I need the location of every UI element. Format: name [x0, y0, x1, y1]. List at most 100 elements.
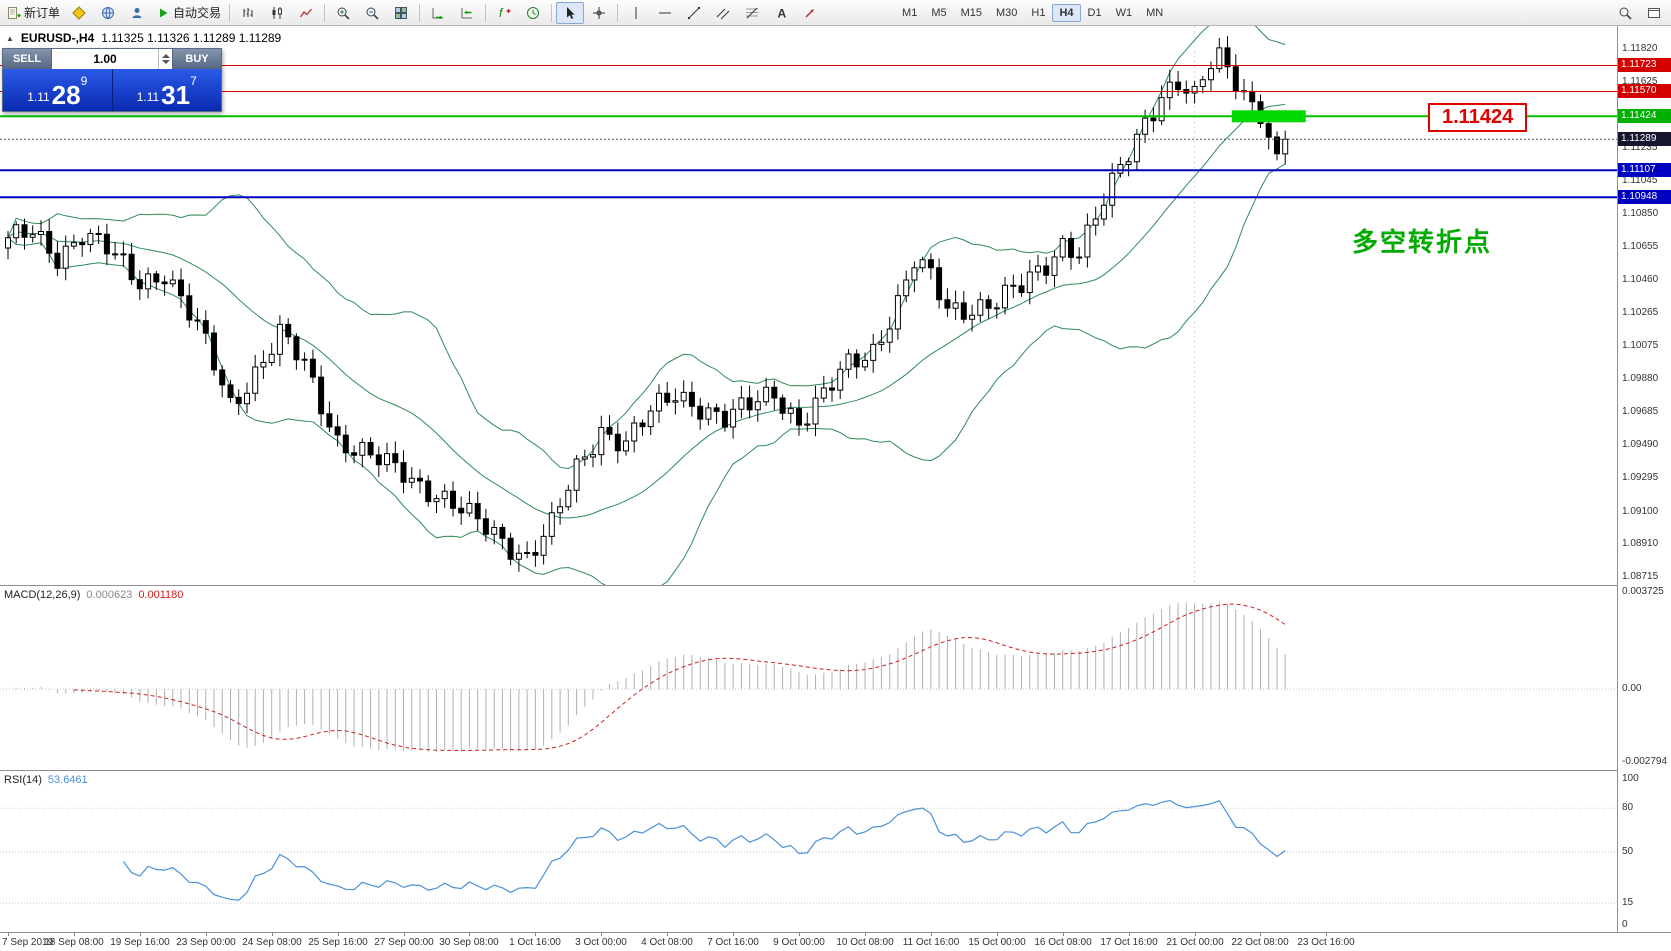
periods-button[interactable]: [519, 2, 547, 24]
horizontal-line-button[interactable]: [651, 2, 679, 24]
text-tool-icon: A: [774, 6, 788, 20]
spinner-down-icon[interactable]: [161, 60, 170, 64]
timeframe-toolbar: M1 M5 M15 M30 H1 H4 D1 W1 MN: [895, 3, 1170, 22]
symbol-info: ▲ EURUSD-,H4 1.11325 1.11326 1.11289 1.1…: [6, 31, 281, 45]
autotrading-label: 自动交易: [173, 6, 222, 20]
spinner-up-icon[interactable]: [161, 54, 170, 58]
macd-axis-label: 0.00: [1622, 683, 1642, 694]
auto-scroll-icon: [431, 6, 445, 20]
volume-input[interactable]: 1.00: [51, 49, 173, 69]
timeframe-w1[interactable]: W1: [1115, 6, 1133, 19]
bid-pips: 28: [51, 80, 81, 110]
line-chart-button[interactable]: [292, 2, 320, 24]
timeframe-mn[interactable]: MN: [1146, 6, 1164, 19]
market-watch-button[interactable]: [94, 2, 122, 24]
time-axis-tick: [272, 933, 273, 936]
arrow-tool-button[interactable]: [796, 2, 824, 24]
macd-label: MACD(12,26,9) 0.000623 0.001180: [4, 589, 183, 601]
tile-windows-button[interactable]: [387, 2, 415, 24]
highlight-rectangle[interactable]: [1231, 110, 1306, 123]
price-axis-label: 1.11820: [1622, 43, 1658, 54]
zoom-out-button[interactable]: [358, 2, 386, 24]
rsi-line: [122, 799, 1286, 901]
price-axis[interactable]: 1.11820 1.11625 1.11235 1.11045 1.10850 1.106…: [1617, 26, 1671, 932]
rsi-axis-label: 80: [1622, 802, 1634, 813]
time-axis-label: 24 Sep 08:00: [242, 937, 302, 948]
time-axis-tick: [733, 933, 734, 936]
time-axis-label: 15 Oct 00:00: [968, 937, 1026, 948]
rsi-panel: RSI(14) 53.6461: [0, 770, 1617, 932]
time-axis-label: 23 Sep 00:00: [176, 937, 236, 948]
channel-button[interactable]: [709, 2, 737, 24]
channel-icon: [716, 6, 730, 20]
rsi-axis-label: 100: [1622, 773, 1639, 784]
time-axis-label: 21 Oct 00:00: [1166, 937, 1224, 948]
text-tool-button[interactable]: A: [767, 2, 795, 24]
macd-canvas[interactable]: [0, 586, 1617, 770]
main-chart-canvas[interactable]: [0, 26, 1617, 585]
bar-chart-icon: [241, 6, 255, 20]
rsi-canvas[interactable]: [0, 771, 1617, 932]
price-axis-label: 1.11045: [1622, 175, 1658, 186]
tile-windows-icon: [394, 6, 408, 20]
new-order-button[interactable]: 新订单: [3, 2, 64, 24]
buy-price-button[interactable]: 1.11 31 7: [111, 69, 221, 111]
time-axis-label: 11 Oct 16:00: [902, 937, 960, 948]
price-badge: 1.11107: [1618, 163, 1671, 177]
trendline-button[interactable]: [680, 2, 708, 24]
timeframe-m1[interactable]: M1: [902, 6, 918, 19]
price-axis-label: 1.09880: [1622, 373, 1659, 384]
chart-region: ▲ EURUSD-,H4 1.11325 1.11326 1.11289 1.1…: [0, 26, 1671, 951]
toolbar-separator: [551, 3, 553, 22]
symbol-title: EURUSD-,H4: [20, 31, 95, 45]
zoom-out-icon: [365, 6, 379, 20]
timeframe-d1[interactable]: D1: [1087, 6, 1102, 19]
timeframe-m15[interactable]: M15: [960, 6, 982, 19]
time-axis-tick: [865, 933, 866, 936]
toolbar-separator: [419, 3, 421, 22]
time-axis-tick: [1063, 933, 1064, 936]
auto-scroll-button[interactable]: [424, 2, 452, 24]
metaeditor-button[interactable]: [65, 2, 93, 24]
metaeditor-icon: [72, 5, 86, 20]
crosshair-button[interactable]: [585, 2, 613, 24]
svg-text:A: A: [778, 6, 787, 20]
cursor-button[interactable]: [556, 1, 585, 24]
vertical-line-button[interactable]: [622, 2, 650, 24]
time-axis-tick: [469, 933, 470, 936]
indicators-button[interactable]: f: [490, 2, 518, 24]
autotrading-button[interactable]: 自动交易: [152, 2, 225, 24]
bar-chart-button[interactable]: [234, 2, 262, 24]
buy-button[interactable]: BUY: [173, 49, 221, 69]
sell-button[interactable]: SELL: [3, 49, 51, 69]
workspace-button[interactable]: [1640, 2, 1668, 24]
candlestick-chart-button[interactable]: [263, 2, 291, 24]
time-axis-label: 7 Sep 2019: [2, 937, 54, 948]
timeframe-m30[interactable]: M30: [996, 6, 1018, 19]
timeframe-m5[interactable]: M5: [931, 6, 947, 19]
timeframe-h4[interactable]: H4: [1052, 3, 1081, 22]
navigator-button[interactable]: [123, 2, 151, 24]
play-icon: [156, 6, 170, 20]
zoom-in-button[interactable]: [329, 2, 357, 24]
time-axis-label: 23 Oct 16:00: [1297, 937, 1355, 948]
time-axis[interactable]: 7 Sep 2019 18 Sep 08:00 19 Sep 16:00 23 Sep…: [0, 932, 1671, 951]
bear-candles: [21, 47, 1280, 560]
macd-signal-line: [73, 603, 1286, 751]
main-chart-panel: ▲ EURUSD-,H4 1.11325 1.11326 1.11289 1.1…: [0, 26, 1617, 585]
volume-spinner[interactable]: [158, 49, 172, 69]
turning-point-annotation[interactable]: 多空转折点: [1352, 227, 1493, 257]
chart-shift-button[interactable]: [453, 2, 481, 24]
fibonacci-button[interactable]: [738, 2, 766, 24]
time-axis-tick: [338, 933, 339, 936]
search-button[interactable]: [1611, 2, 1639, 24]
candlestick-icon: [270, 6, 284, 20]
sell-price-button[interactable]: 1.11 28 9: [3, 69, 112, 111]
price-axis-label: 1.09490: [1622, 439, 1659, 450]
price-label-annotation[interactable]: 1.11424: [1428, 103, 1528, 132]
person-icon: [130, 6, 144, 20]
arrow-tool-icon: [803, 6, 817, 20]
chart-shift-icon: [460, 6, 474, 20]
timeframe-h1[interactable]: H1: [1031, 6, 1046, 19]
time-axis-label: 25 Sep 16:00: [308, 937, 368, 948]
